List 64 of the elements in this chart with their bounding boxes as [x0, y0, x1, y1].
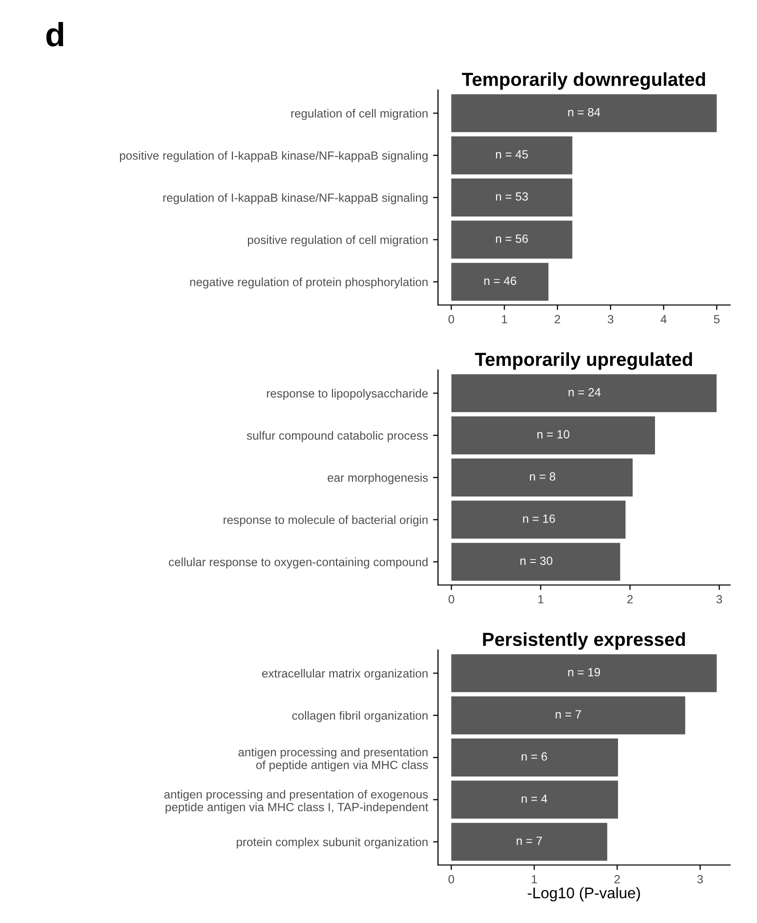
- x-tick-label: 1: [502, 315, 508, 324]
- bar: [451, 416, 655, 454]
- y-tick-label: collagen fibril organization: [292, 711, 428, 722]
- y-tick-label: sulfur compound catabolic process: [246, 431, 428, 442]
- y-tick-label: positive regulation of cell migration: [248, 235, 428, 246]
- x-tick-label: 4: [660, 315, 667, 324]
- x-tick-label: 3: [716, 595, 722, 604]
- bar: [451, 822, 608, 861]
- x-tick-label: 2: [554, 315, 560, 324]
- x-tick-label: 1: [532, 875, 537, 884]
- x-tick-label: 5: [714, 315, 720, 324]
- y-tick-label: antigen processing and presentation of exogenous peptide antigen via MHC class I, TAP-independent: [164, 790, 428, 814]
- bar: [451, 374, 717, 412]
- bar: [451, 178, 572, 216]
- annotation: n = 56: [496, 234, 528, 243]
- x-tick-label: 3: [697, 875, 703, 884]
- bar: [451, 542, 620, 581]
- x-tick-label: 2: [614, 875, 620, 884]
- y-tick-label: response to lipopolysaccharide: [266, 388, 428, 400]
- y-tick-label: negative regulation of protein phosphorylation: [190, 278, 428, 289]
- annotation: n = 8: [530, 472, 556, 481]
- bar: [451, 500, 626, 539]
- y-tick-label: antigen processing and presentation of peptide antigen via MHC class: [238, 748, 428, 772]
- y-tick-label: regulation of cell migration: [291, 108, 428, 120]
- annotation: n = 30: [520, 556, 552, 565]
- bar: [451, 654, 717, 692]
- x-tick-label: 0: [448, 315, 454, 324]
- x-tick-label: 3: [608, 315, 614, 324]
- annotation: n = 7: [516, 836, 542, 845]
- x-tick-label: 0: [448, 875, 454, 884]
- y-tick-label: extracellular matrix organization: [262, 668, 428, 680]
- annotation: n = 7: [556, 710, 581, 718]
- bar: [451, 220, 572, 259]
- y-tick-label: regulation of I-kappaB kinase/NF-kappaB signaling: [163, 193, 428, 204]
- bar: [451, 262, 548, 301]
- y-tick-label: cellular response to oxygen-containing compound: [168, 558, 428, 569]
- annotation: n = 84: [568, 108, 600, 116]
- bar: [451, 94, 717, 132]
- text: d: [46, 22, 64, 46]
- bar: [451, 780, 618, 819]
- x-axis-title: -Log10 (P-value): [528, 887, 640, 902]
- x-tick-label: 0: [448, 595, 454, 604]
- chart-title: Temporarily upregulated: [474, 352, 692, 370]
- annotation: n = 6: [522, 752, 547, 761]
- y-tick-label: positive regulation of I-kappaB kinase/NF-kappaB signaling: [120, 151, 428, 162]
- y-tick-label: response to molecule of bacterial origin: [224, 515, 428, 526]
- x-tick-label: 1: [538, 595, 544, 604]
- chart-title: Persistently expressed: [483, 632, 685, 650]
- annotation: n = 45: [496, 150, 528, 159]
- bar: [451, 136, 572, 174]
- annotation: n = 16: [523, 514, 555, 523]
- x-tick-label: 2: [627, 595, 633, 604]
- y-tick-label: protein complex subunit organization: [236, 838, 428, 849]
- annotation: n = 19: [568, 668, 600, 676]
- annotation: n = 46: [484, 276, 516, 285]
- annotation: n = 53: [496, 192, 528, 201]
- bar: [451, 738, 618, 776]
- annotation: n = 24: [568, 388, 601, 396]
- annotation: n = 4: [522, 794, 548, 803]
- y-tick-label: ear morphogenesis: [328, 473, 428, 484]
- chart-title: Temporarily downregulated: [462, 72, 706, 90]
- bar: [451, 696, 686, 734]
- annotation: n = 10: [537, 430, 570, 439]
- bar: [451, 458, 633, 496]
